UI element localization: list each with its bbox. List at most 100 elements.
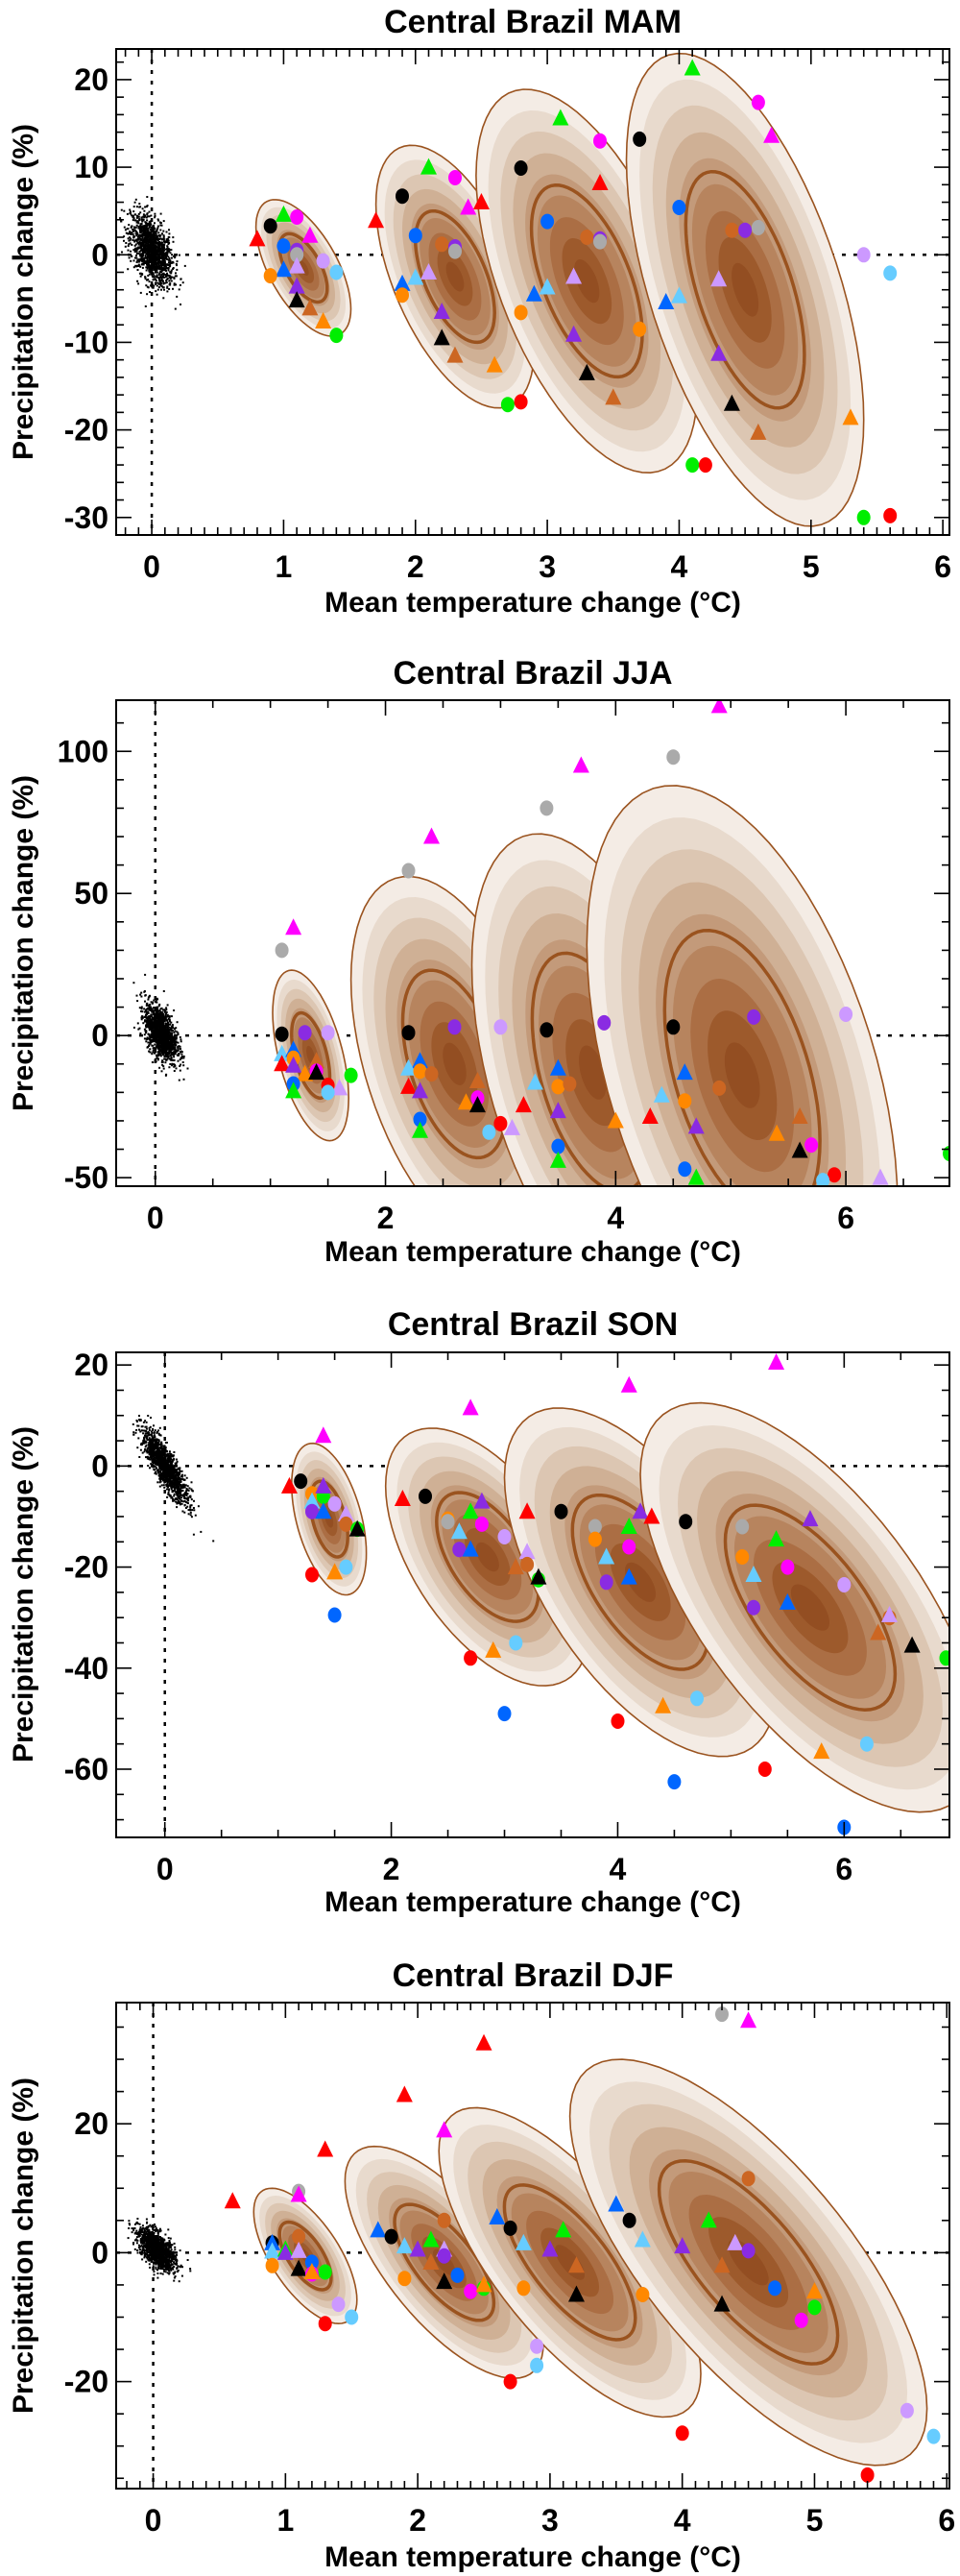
noise-sample (146, 1450, 148, 1452)
noise-sample (149, 291, 151, 293)
noise-sample (166, 1482, 169, 1485)
noise-sample (158, 1461, 161, 1464)
model-point-triangle (605, 388, 622, 405)
noise-sample (168, 288, 171, 290)
noise-sample (166, 286, 169, 289)
noise-sample (129, 239, 132, 242)
noise-sample (147, 238, 150, 241)
noise-sample (167, 1491, 170, 1494)
model-point-triangle (308, 1063, 325, 1081)
noise-sample (138, 1007, 141, 1009)
model-point-triangle (503, 1118, 520, 1135)
noise-sample (163, 267, 166, 270)
noise-sample (142, 228, 145, 231)
noise-sample (156, 1431, 158, 1434)
noise-sample (153, 1016, 156, 1019)
noise-sample (133, 219, 136, 222)
noise-sample (158, 1066, 161, 1069)
noise-sample (153, 236, 156, 239)
noise-sample (157, 1441, 160, 1444)
noise-sample (150, 220, 153, 223)
noise-sample (173, 1499, 175, 1502)
noise-sample (138, 272, 141, 275)
noise-sample (139, 1033, 142, 1034)
noise-sample (173, 255, 175, 257)
noise-sample (148, 1440, 151, 1443)
noise-sample (143, 1441, 146, 1444)
noise-sample (171, 1486, 174, 1489)
noise-sample (151, 1445, 153, 1447)
noise-sample (158, 1426, 161, 1429)
noise-sample (162, 235, 165, 238)
noise-sample (162, 1477, 165, 1480)
noise-sample (141, 1429, 144, 1432)
noise-sample (157, 1469, 160, 1471)
noise-sample (153, 253, 156, 255)
axis-ticks (116, 1352, 949, 1837)
noise-sample (146, 257, 149, 260)
noise-sample (154, 1446, 156, 1448)
noise-sample (153, 275, 156, 278)
noise-sample (161, 250, 163, 253)
noise-sample (164, 1074, 167, 1077)
noise-sample (166, 248, 169, 251)
noise-sample (166, 1046, 168, 1049)
noise-sample (159, 1479, 162, 1482)
model-point-circle (738, 222, 753, 238)
noise-sample (162, 234, 165, 237)
model-point-circle (401, 863, 416, 879)
noise-sample (159, 1444, 162, 1446)
model-point-circle (464, 1650, 478, 1666)
noise-sample (166, 245, 169, 248)
noise-sample (137, 1437, 140, 1440)
noise-sample (137, 227, 140, 230)
noise-sample (162, 1044, 165, 1047)
noise-sample (139, 231, 142, 233)
noise-sample (152, 1444, 155, 1446)
noise-sample (153, 284, 156, 287)
noise-sample (147, 998, 150, 1001)
noise-sample (160, 274, 163, 276)
noise-sample (150, 1025, 153, 1028)
noise-sample (185, 1495, 188, 1496)
noise-sample (160, 1469, 163, 1471)
noise-sample (168, 1044, 171, 1047)
noise-sample (158, 1443, 161, 1446)
noise-sample (179, 1069, 181, 1072)
noise-sample (179, 1470, 181, 1473)
noise-sample (168, 261, 170, 264)
noise-sample (167, 1043, 170, 1046)
noise-sample (156, 225, 159, 228)
noise-sample (147, 245, 150, 247)
noise-sample (134, 247, 137, 250)
noise-sample (153, 251, 156, 254)
model-point-triangle (274, 1044, 291, 1061)
model-point-circle (563, 1076, 577, 1092)
noise-sample (152, 1466, 155, 1469)
noise-sample (156, 1454, 157, 1457)
noise-sample (151, 1009, 154, 1011)
noise-sample (168, 242, 171, 244)
warming-distribution-4 (586, 785, 899, 1186)
noise-sample (169, 1484, 172, 1487)
noise-sample (124, 245, 127, 248)
x-tick-label: 0 (143, 549, 160, 584)
noise-sample (161, 1032, 164, 1034)
noise-sample (156, 258, 158, 261)
noise-sample (174, 1044, 177, 1047)
model-point-triangle (308, 1052, 325, 1069)
noise-sample (171, 1459, 174, 1462)
noise-sample (145, 206, 148, 208)
noise-sample (149, 1018, 152, 1021)
noise-sample (132, 216, 134, 219)
noise-sample (132, 206, 135, 208)
noise-sample (150, 249, 153, 252)
model-point-circle (474, 1516, 489, 1532)
noise-sample (162, 244, 165, 247)
noise-sample (145, 1421, 148, 1423)
noise-sample (180, 1480, 182, 1483)
model-point-triangle (412, 1081, 429, 1099)
model-point-circle (593, 133, 607, 149)
model-point-circle (413, 1111, 427, 1128)
